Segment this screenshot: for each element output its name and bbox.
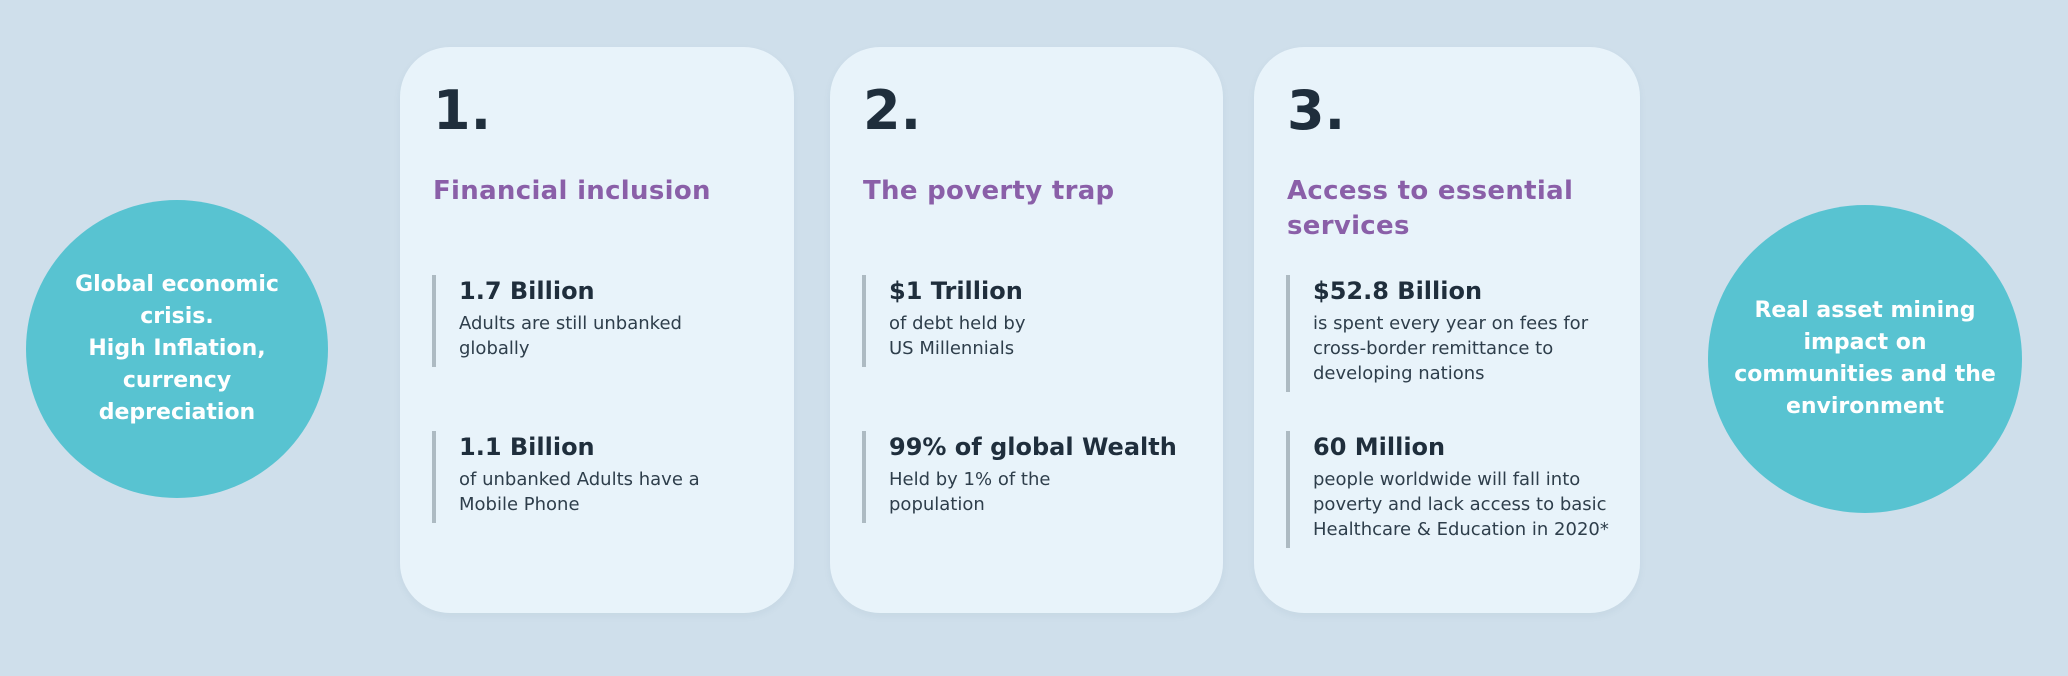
card-3-number: 3. xyxy=(1287,79,1346,142)
card-financial-inclusion: 1. Financial inclusion 1.7 Billion Adult… xyxy=(400,47,794,613)
stat-unbanked-mobile: 1.1 Billion of unbanked Adults have a Mo… xyxy=(432,431,772,524)
stat-description: of debt held by US Millennials xyxy=(889,312,1026,359)
stat-remittance-fees: $52.8 Billion is spent every year on fee… xyxy=(1286,275,1618,393)
card-essential-services: 3. Access to essential services $52.8 Bi… xyxy=(1254,47,1640,613)
stat-value: 1.1 Billion xyxy=(459,433,595,461)
stat-description: is spent every year on fees for cross-bo… xyxy=(1313,312,1589,385)
card-1-number: 1. xyxy=(433,79,492,142)
stat-value: 99% of global Wealth xyxy=(889,433,1177,461)
global-crisis-bubble: Global economic crisis. High Inflation, … xyxy=(26,200,328,498)
stat-value: 1.7 Billion xyxy=(459,277,595,305)
card-2-heading: The poverty trap xyxy=(863,176,1115,206)
stat-description: people worldwide will fall into poverty … xyxy=(1313,468,1609,541)
stat-poverty-2020: 60 Million people worldwide will fall in… xyxy=(1286,431,1618,549)
stat-value: $52.8 Billion xyxy=(1313,277,1483,305)
card-poverty-trap: 2. The poverty trap $1 Trillion of debt … xyxy=(830,47,1223,613)
mining-impact-bubble-text: Real asset mining impact on communities … xyxy=(1734,298,1996,419)
stat-unbanked-adults: 1.7 Billion Adults are still unbanked gl… xyxy=(432,275,772,368)
stat-wealth-concentration: 99% of global Wealth Held by 1% of the p… xyxy=(862,431,1201,524)
card-2-number: 2. xyxy=(863,79,922,142)
mining-impact-bubble: Real asset mining impact on communities … xyxy=(1708,205,2022,513)
stat-description: Adults are still unbanked globally xyxy=(459,312,682,359)
stat-millennial-debt: $1 Trillion of debt held by US Millennia… xyxy=(862,275,1201,368)
stat-description: of unbanked Adults have a Mobile Phone xyxy=(459,468,700,515)
global-crisis-bubble-text: Global economic crisis. High Inflation, … xyxy=(75,272,279,425)
card-3-heading: Access to essential services xyxy=(1287,176,1574,242)
stat-value: $1 Trillion xyxy=(889,277,1023,305)
stat-description: Held by 1% of the population xyxy=(889,468,1051,515)
card-1-heading: Financial inclusion xyxy=(433,176,711,206)
stat-value: 60 Million xyxy=(1313,433,1446,461)
